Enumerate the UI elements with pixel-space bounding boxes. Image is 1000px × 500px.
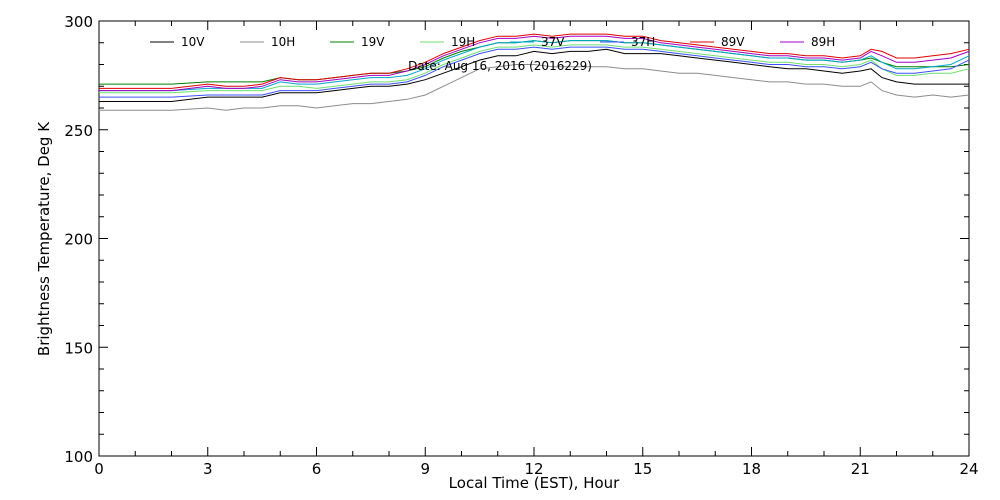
y-tick-label: 300: [64, 13, 93, 31]
series-line-37h: [99, 46, 970, 98]
x-tick-label: 18: [742, 460, 761, 478]
x-tick-label: 24: [959, 460, 978, 478]
series-line-19h: [99, 44, 970, 94]
x-tick-label: 21: [851, 460, 870, 478]
legend-label-10v: 10V: [181, 35, 205, 49]
date-annotation: Date: Aug 16, 2016 (2016229): [408, 59, 592, 73]
series-line-37v: [99, 40, 970, 92]
y-tick-label: 250: [64, 122, 93, 140]
series-line-10v: [99, 48, 969, 102]
legend: 10V 10H 19V 19H 37V 37H 89V 89H: [150, 35, 835, 49]
y-axis-label: Brightness Temperature, Deg K: [35, 121, 53, 356]
x-tick-label: 6: [312, 460, 322, 478]
axis-tick-labels: 0 3 6 9 12 15 18 21 24 100 150 200 250 300: [64, 13, 978, 478]
y-tick-label: 150: [64, 339, 93, 357]
x-axis-label: Local Time (EST), Hour: [449, 474, 620, 492]
legend-label-89h: 89H: [811, 35, 835, 49]
x-tick-label: 15: [633, 460, 652, 478]
series-line-10h: [99, 64, 970, 111]
y-tick-label: 100: [64, 448, 93, 466]
legend-label-37h: 37H: [631, 35, 655, 49]
legend-label-19v: 19V: [361, 35, 385, 49]
x-tick-label: 12: [524, 460, 543, 478]
x-tick-label: 3: [203, 460, 213, 478]
y-tick-label: 200: [64, 231, 93, 249]
legend-label-37v: 37V: [541, 35, 565, 49]
legend-label-89v: 89V: [721, 35, 745, 49]
x-tick-label: 0: [94, 460, 104, 478]
x-tick-label: 9: [420, 460, 430, 478]
series-line-89v: [99, 33, 970, 89]
series-line-89h: [99, 35, 970, 92]
legend-label-19h: 19H: [451, 35, 475, 49]
legend-label-10h: 10H: [271, 35, 295, 49]
axis-ticks: [98, 20, 970, 457]
series-lines: [99, 33, 970, 111]
